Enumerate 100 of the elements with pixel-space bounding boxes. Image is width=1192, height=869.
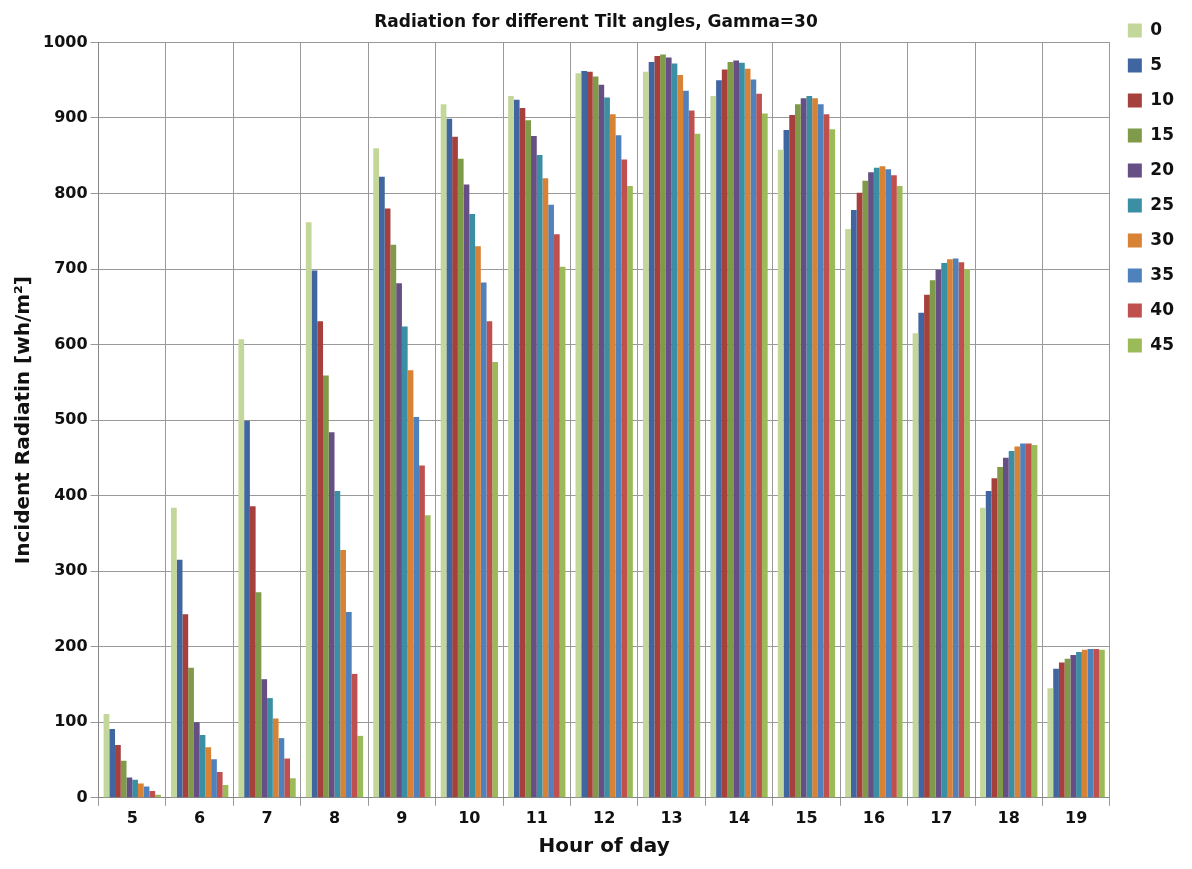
bar <box>1020 443 1026 798</box>
x-tick-label: 6 <box>194 807 206 827</box>
legend-label: 20 <box>1150 158 1175 179</box>
bar <box>850 210 857 798</box>
bar <box>525 120 532 798</box>
x-tick-label: 5 <box>126 807 138 827</box>
bar <box>997 466 1003 798</box>
bar <box>149 791 156 798</box>
bar <box>654 56 661 798</box>
bar <box>587 71 593 798</box>
bar <box>290 778 296 798</box>
bar <box>109 729 116 798</box>
bar <box>660 54 666 798</box>
bar <box>115 744 121 798</box>
bar <box>345 611 352 798</box>
bar <box>137 783 144 798</box>
bar <box>401 326 408 798</box>
bar <box>947 259 953 798</box>
x-tick-label: 11 <box>525 807 548 827</box>
bar <box>941 262 948 798</box>
bar <box>469 213 476 798</box>
bar <box>244 420 250 798</box>
bar <box>845 228 851 798</box>
legend-label: 45 <box>1150 333 1175 354</box>
bar <box>373 148 379 798</box>
x-tick-label: 16 <box>862 807 885 827</box>
bar <box>627 185 633 798</box>
bar <box>390 244 397 798</box>
bar <box>1047 688 1054 798</box>
bar <box>750 79 757 798</box>
bar <box>739 62 745 798</box>
bar <box>120 760 127 798</box>
bar <box>1081 649 1088 798</box>
bar <box>896 185 903 798</box>
bar <box>419 465 425 798</box>
bar <box>777 149 784 798</box>
y-tick-label: 300 <box>54 560 88 580</box>
bar <box>924 294 930 798</box>
bar <box>710 96 717 798</box>
bar <box>261 679 268 798</box>
x-tick-label: 9 <box>396 807 408 827</box>
bar <box>284 758 291 798</box>
bar <box>642 71 649 798</box>
x-tick-label: 15 <box>795 807 818 827</box>
bar <box>598 84 605 798</box>
bar <box>513 99 520 798</box>
bar <box>716 80 722 798</box>
legend-label: 0 <box>1150 18 1163 39</box>
bar <box>929 280 936 798</box>
bar <box>446 118 453 798</box>
bar <box>733 60 740 798</box>
bar <box>340 550 346 798</box>
bar <box>688 110 695 798</box>
bar <box>609 114 616 798</box>
bar <box>1099 649 1105 798</box>
bar <box>424 515 431 798</box>
x-tick-label: 12 <box>593 807 616 827</box>
bar <box>542 178 549 798</box>
bar <box>216 772 223 798</box>
y-tick-label: 800 <box>54 182 88 202</box>
bar <box>379 176 385 798</box>
bar <box>205 747 212 798</box>
bar <box>761 113 768 798</box>
x-axis-title: Hour of day <box>538 833 670 858</box>
bar <box>964 269 970 798</box>
bar <box>958 262 965 798</box>
bar <box>794 104 801 798</box>
bar <box>1002 457 1009 798</box>
y-tick-label: 400 <box>54 484 88 504</box>
legend-label: 25 <box>1150 193 1175 214</box>
bar <box>553 234 560 798</box>
x-tick-label: 13 <box>660 807 683 827</box>
bar <box>396 283 402 798</box>
bar <box>531 136 537 798</box>
bar <box>885 169 892 798</box>
bar <box>323 375 329 798</box>
bar <box>581 71 587 798</box>
legend-label: 35 <box>1150 263 1175 284</box>
bar <box>806 96 813 798</box>
bar <box>480 282 487 798</box>
bar <box>1014 446 1021 798</box>
bar <box>873 167 880 798</box>
legend-label: 30 <box>1150 228 1175 249</box>
bar <box>985 491 992 798</box>
bar <box>188 667 194 798</box>
bar <box>452 136 458 798</box>
bar <box>862 180 869 798</box>
y-tick-label: 500 <box>54 409 88 429</box>
bar <box>132 779 138 798</box>
bar <box>267 698 273 798</box>
legend-label: 15 <box>1150 123 1175 144</box>
legend-label: 40 <box>1150 298 1175 319</box>
bar <box>829 129 836 798</box>
bar <box>665 57 672 798</box>
bar <box>413 417 420 798</box>
bar <box>1093 648 1100 798</box>
x-tick-label: 7 <box>261 807 273 827</box>
bar <box>683 90 689 798</box>
bar <box>238 339 245 798</box>
y-tick-label: 900 <box>54 107 88 127</box>
